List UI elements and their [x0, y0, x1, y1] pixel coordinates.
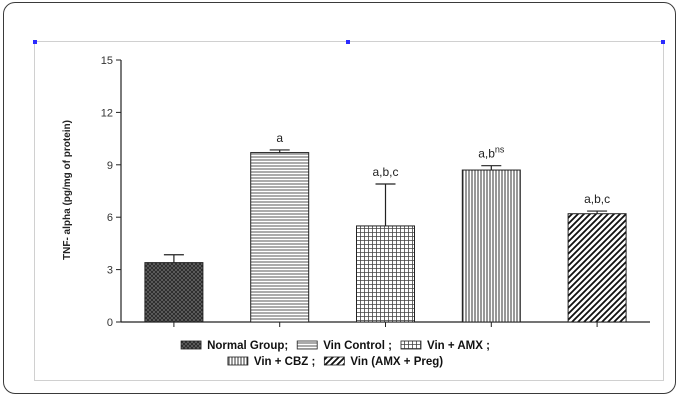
bar — [145, 263, 203, 322]
legend-label: Normal Group; — [207, 340, 288, 352]
bar — [462, 170, 520, 322]
bar — [251, 153, 309, 322]
significance-label: a,bns — [478, 145, 505, 161]
legend-label: Vin Control ; — [323, 340, 392, 352]
bar — [568, 214, 626, 322]
y-tick-label: 15 — [101, 55, 113, 67]
legend-label: Vin + CBZ ; — [254, 356, 315, 368]
bar — [357, 226, 415, 322]
legend-label: Vin (AMX + Preg) — [350, 356, 443, 368]
significance-label: a — [276, 131, 283, 145]
y-axis-label: TNF- alpha (pg/mg of protein) — [62, 120, 73, 260]
legend-swatch — [324, 357, 344, 365]
y-tick-label: 3 — [107, 265, 113, 277]
y-tick-label: 9 — [107, 160, 113, 172]
legend-swatch — [181, 341, 201, 349]
legend-swatch — [297, 341, 317, 349]
y-tick-label: 6 — [107, 212, 113, 224]
bar-chart: TNF- alpha (pg/mg of protein) 0 3 6 9 12 15 a… — [0, 0, 681, 378]
legend-swatch — [228, 357, 248, 365]
legend-swatch — [401, 341, 421, 349]
y-tick-label: 0 — [107, 317, 113, 329]
legend-label: Vin + AMX ; — [427, 340, 490, 352]
significance-label: a,b,c — [372, 165, 398, 179]
y-tick-label: 12 — [101, 107, 113, 119]
significance-label: a,b,c — [584, 192, 610, 206]
significance-labels: a a,b,c a,bns a,b,c — [276, 131, 610, 206]
legend: Normal Group; Vin Control ; Vin + AMX ; Vin… — [181, 340, 490, 368]
